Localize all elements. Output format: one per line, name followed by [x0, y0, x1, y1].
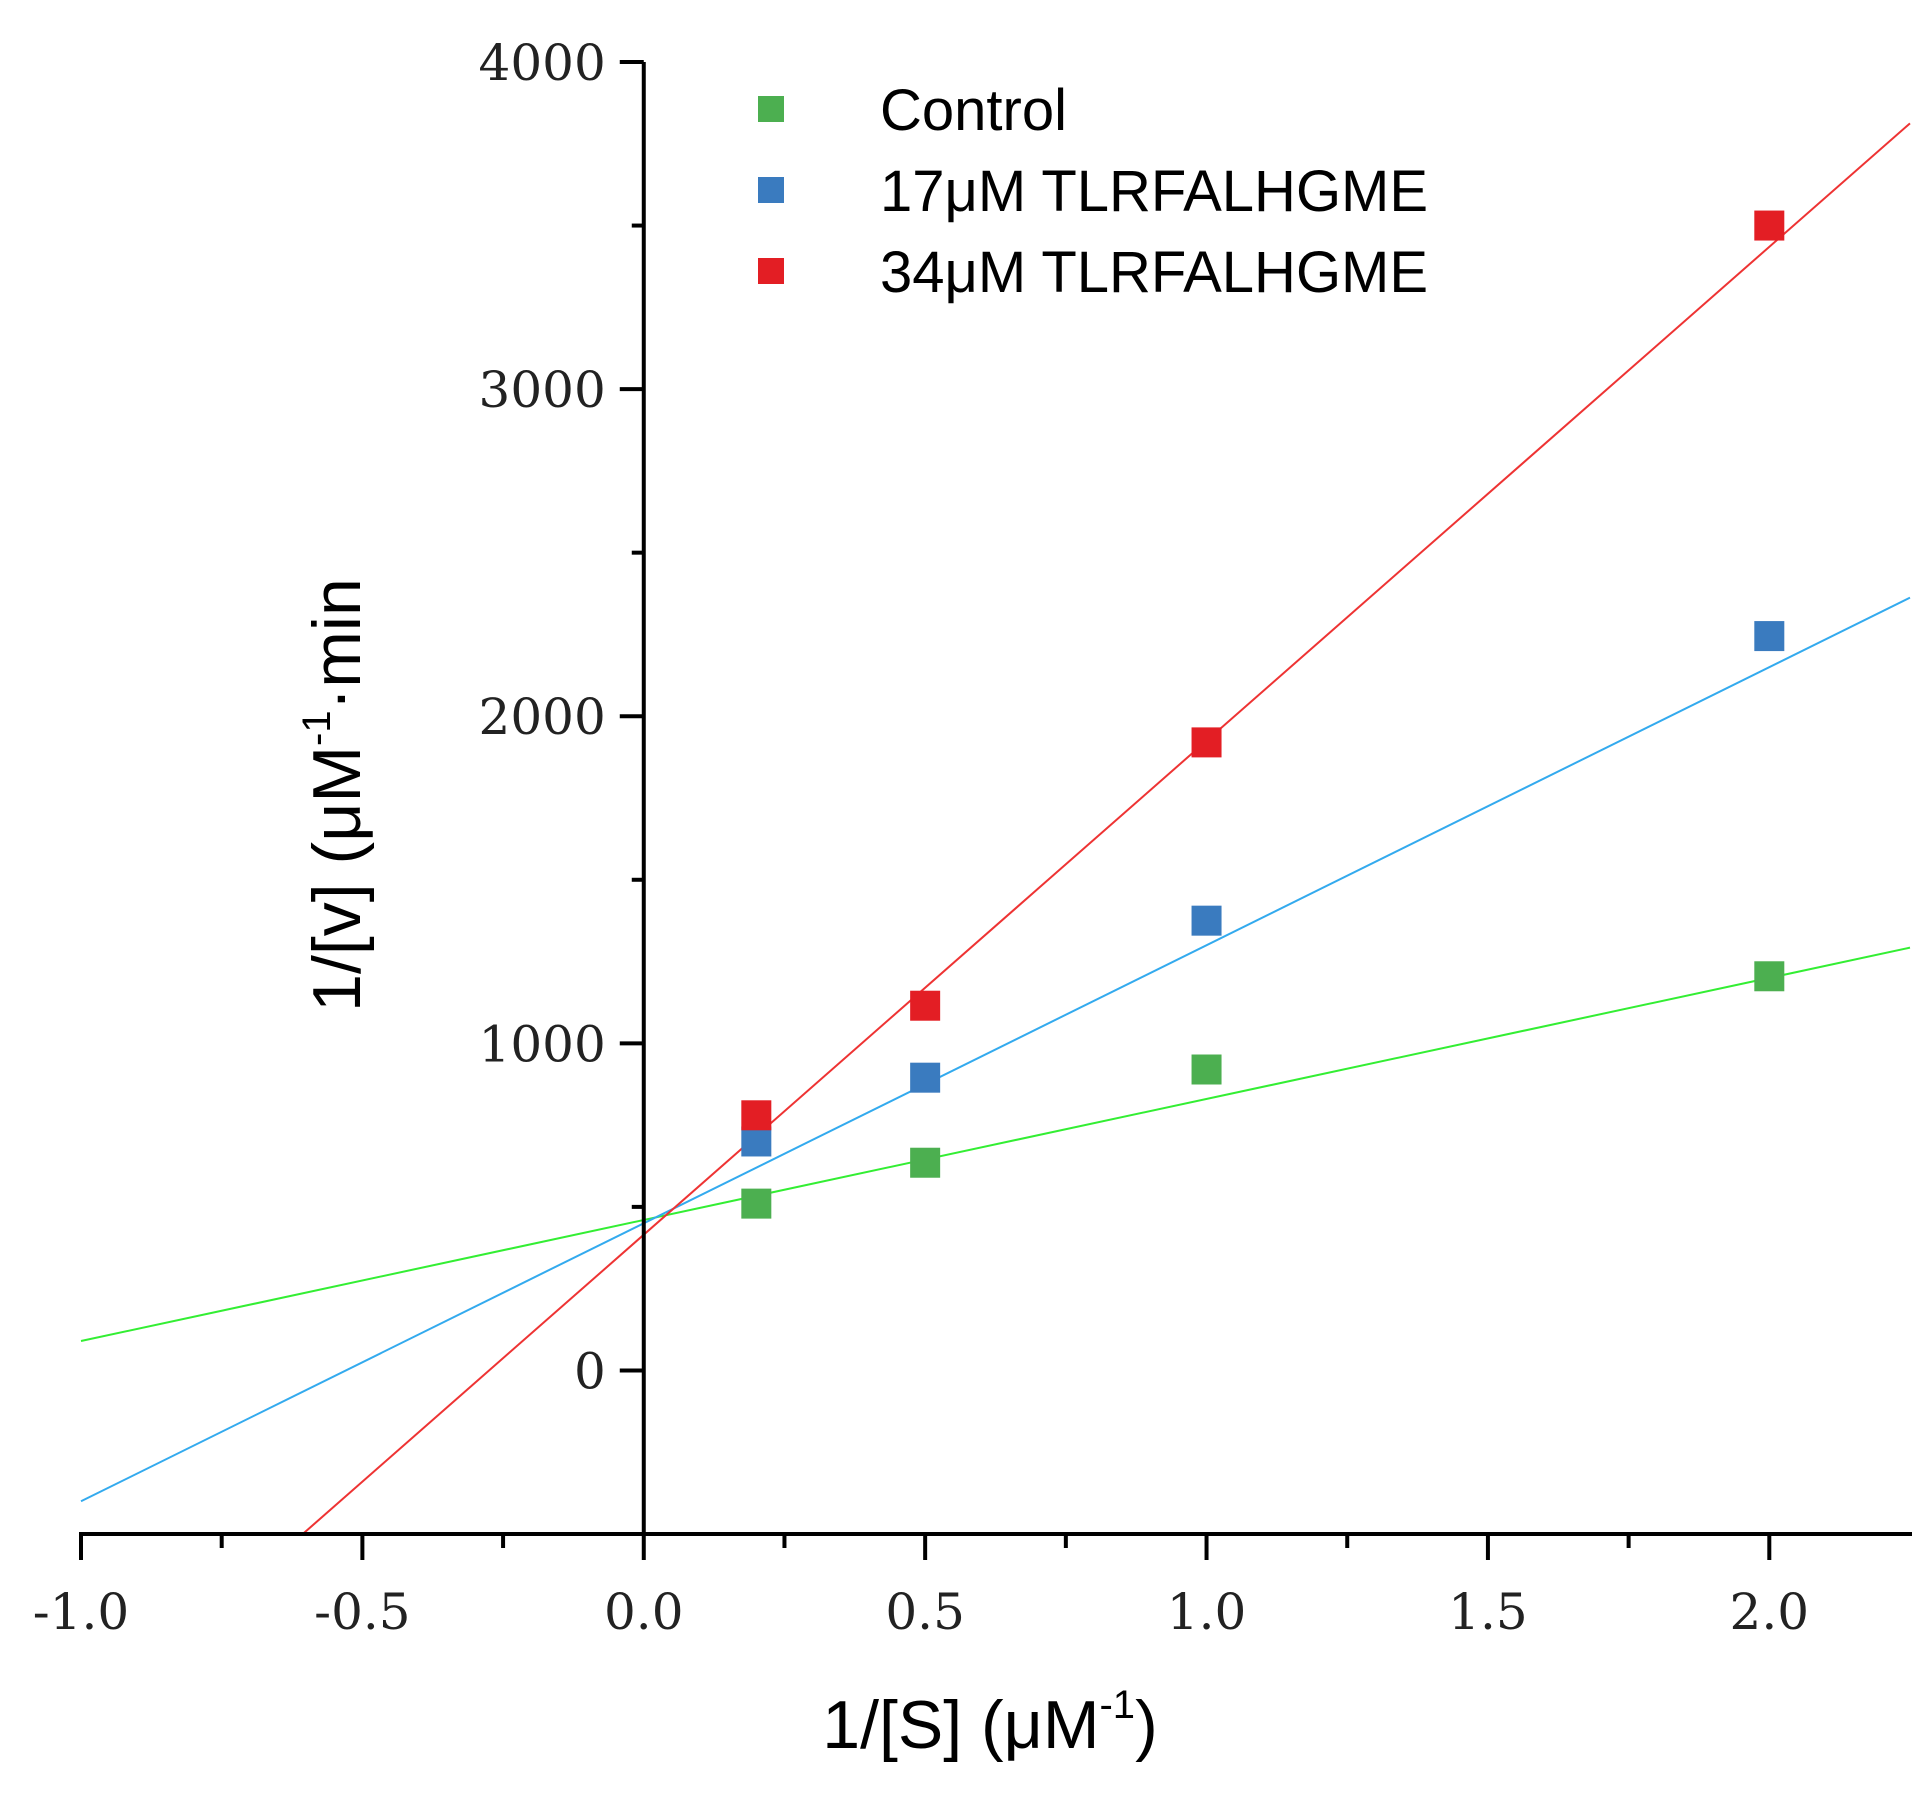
y-tick-label: 4000: [479, 34, 606, 92]
fit-line: [80, 596, 1911, 1503]
data-point: [741, 1188, 772, 1219]
x-tick-label: 0.5: [885, 1583, 965, 1641]
legend: Control 17μM TLRFALHGME 34μM TLRFALHGME: [758, 78, 1428, 305]
x-tick-label: -0.5: [314, 1583, 410, 1641]
x-tick-label: 0.0: [604, 1583, 684, 1641]
data-point: [910, 990, 941, 1021]
x-tick-label: 1.0: [1167, 1583, 1247, 1641]
axes: [79, 62, 1912, 1536]
data-point: [910, 1147, 941, 1178]
x-tick-label: 1.5: [1448, 1583, 1528, 1641]
legend-label: 17μM TLRFALHGME: [880, 159, 1428, 224]
legend-swatch: [758, 177, 784, 203]
data-point: [910, 1062, 941, 1093]
data-point: [1754, 961, 1785, 992]
data-point: [741, 1126, 772, 1157]
fit-line: [302, 122, 1911, 1535]
data-point: [1754, 210, 1785, 241]
data-point: [1754, 621, 1785, 652]
legend-label: Control: [880, 78, 1067, 143]
y-tick-label: 3000: [479, 361, 606, 419]
y-tick-label: 1000: [479, 1015, 606, 1073]
data-point: [1191, 1054, 1222, 1085]
legend-swatch: [758, 96, 784, 122]
y-tick-label: 0: [574, 1342, 606, 1400]
x-axis-title: 1/[S] (μM-1): [822, 1683, 1157, 1763]
fit-line: [80, 946, 1911, 1342]
y-tick-label: 2000: [479, 688, 606, 746]
data-point: [1191, 727, 1222, 758]
legend-swatch: [758, 258, 784, 284]
x-tick-label: 2.0: [1730, 1583, 1810, 1641]
y-axis-title: 1/[v] (μM-1·min: [295, 578, 375, 1012]
fit-lines: [80, 122, 1911, 1535]
y-axis-ticks: 0 1000 2000 3000 4000: [479, 34, 644, 1400]
x-axis-ticks: -1.0 -0.5 0.0 0.5 1.0 1.5 2.0: [33, 1534, 1809, 1641]
legend-label: 34μM TLRFALHGME: [880, 240, 1428, 305]
data-point: [1191, 905, 1222, 936]
x-tick-label: -1.0: [33, 1583, 129, 1641]
data-point: [741, 1100, 772, 1131]
data-points: [741, 210, 1785, 1219]
